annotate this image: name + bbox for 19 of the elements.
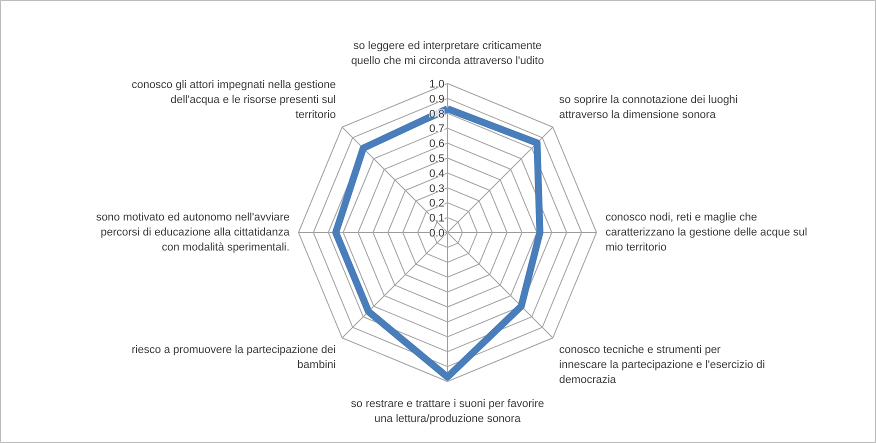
y-tick-label: 0.3 [429,182,445,195]
y-tick-label: 0.2 [429,198,445,210]
y-tick-label: 1.0 [429,78,445,90]
y-tick-label: 0.6 [429,138,445,150]
y-tick-label: 0.1 [429,212,445,225]
y-tick-label: 0.7 [429,123,445,136]
y-tick-label: 0.8 [429,108,445,120]
y-tick-label: 0.4 [429,168,445,180]
spoke-label: so soprire la connotazione dei luoghi attraverso la dimensione sonora [559,94,738,121]
spoke-label: so restrare e trattare i suoni per favorire una lettura/produzione sonora [350,398,544,425]
spoke-label: conosco nodi, reti e maglie che caratterizzano la gestione delle acque sul mio territorio [605,212,808,254]
y-tick-label: 0.0 [429,228,445,240]
spoke-label: riesco a promuovere la partecipazione dei bambini [132,344,336,372]
spoke-label: conosco tecniche e strumenti per innescare la partecipazione e l'esercizio di democrazia [559,344,765,386]
y-tick-label: 0.9 [429,93,445,106]
spoke-label: sono motivato ed autonomo nell'avviare percorsi di educazione alla cittatidanza con modalità sperimentali. [96,212,290,254]
y-tick-label: 0.5 [429,153,445,165]
spoke-label: so leggere ed interpretare criticamente quello che mi circonda attraverso l'udito [351,40,544,68]
spoke-label: conosco gli attori impegnati nella gestione dell'acqua e le risorse presenti sul territorio [132,78,336,121]
